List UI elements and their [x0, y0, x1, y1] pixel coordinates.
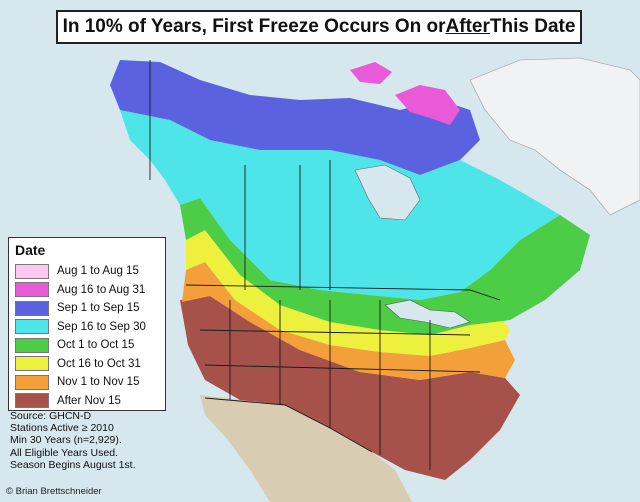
zone-after-nov15 [180, 296, 520, 480]
great-lakes [384, 299, 471, 329]
legend-label: Nov 1 to Nov 15 [57, 376, 140, 389]
credit-text: © Brian Brettschneider [6, 486, 102, 497]
note-season: Season Begins August 1st. [10, 458, 136, 471]
legend-swatch [15, 393, 49, 409]
legend-swatch [15, 374, 49, 390]
zone-sep16-sep30 [120, 110, 560, 300]
legend-swatch [15, 356, 49, 372]
source-notes: Source: GHCN-D Stations Active ≥ 2010 Mi… [10, 410, 180, 471]
political-borders [149, 60, 501, 470]
mexico-landmass [200, 395, 412, 502]
legend-label: Sep 1 to Sep 15 [57, 302, 140, 315]
zone-nov1-nov15 [182, 262, 515, 380]
legend-label: Aug 16 to Aug 31 [57, 283, 146, 296]
legend-item: Aug 1 to Aug 15 [15, 262, 159, 281]
legend-item: Oct 16 to Oct 31 [15, 355, 159, 374]
zone-aug16-aug31-b [350, 62, 392, 84]
zone-sep1-sep15 [110, 60, 480, 175]
legend-label: Aug 1 to Aug 15 [57, 265, 139, 278]
legend-label: Oct 1 to Oct 15 [57, 339, 135, 352]
legend-item: Nov 1 to Nov 15 [15, 373, 159, 392]
legend-heading: Date [15, 242, 46, 258]
legend-label: Sep 16 to Sep 30 [57, 320, 146, 333]
note-source: Source: GHCN-D [10, 410, 92, 422]
title-part-2: This Date [489, 16, 576, 37]
map-title: In 10% of Years, First Freeze Occurs On … [56, 10, 582, 44]
zone-oct16-oct31 [186, 230, 510, 356]
title-part-1: In 10% of Years, First Freeze Occurs On … [62, 16, 446, 37]
legend-label: After Nov 15 [57, 394, 121, 407]
legend-item: After Nov 15 [15, 392, 159, 411]
legend-swatch [15, 263, 49, 279]
note-stations: Stations Active ≥ 2010 [10, 422, 114, 435]
legend-rows: Aug 1 to Aug 15 Aug 16 to Aug 31 Sep 1 to … [15, 262, 159, 410]
legend-item: Aug 16 to Aug 31 [15, 281, 159, 300]
legend: Date Aug 1 to Aug 15 Aug 16 to Aug 31 Sep … [8, 237, 166, 411]
legend-item: Oct 1 to Oct 15 [15, 336, 159, 355]
zone-aug16-aug31 [395, 85, 460, 125]
legend-item: Sep 1 to Sep 15 [15, 299, 159, 318]
legend-item: Sep 16 to Sep 30 [15, 318, 159, 337]
legend-swatch [15, 282, 49, 298]
legend-label: Oct 16 to Oct 31 [57, 357, 141, 370]
legend-swatch [15, 319, 49, 335]
zone-oct1-oct15 [180, 198, 590, 335]
legend-swatch [15, 337, 49, 353]
title-emphasis: After [445, 16, 490, 37]
note-years-used: All Eligible Years Used. [10, 446, 118, 459]
hudson-bay [354, 164, 421, 221]
legend-swatch [15, 300, 49, 316]
greenland-landmass [469, 57, 640, 216]
note-min-years: Min 30 Years (n=2,929). [10, 434, 122, 447]
